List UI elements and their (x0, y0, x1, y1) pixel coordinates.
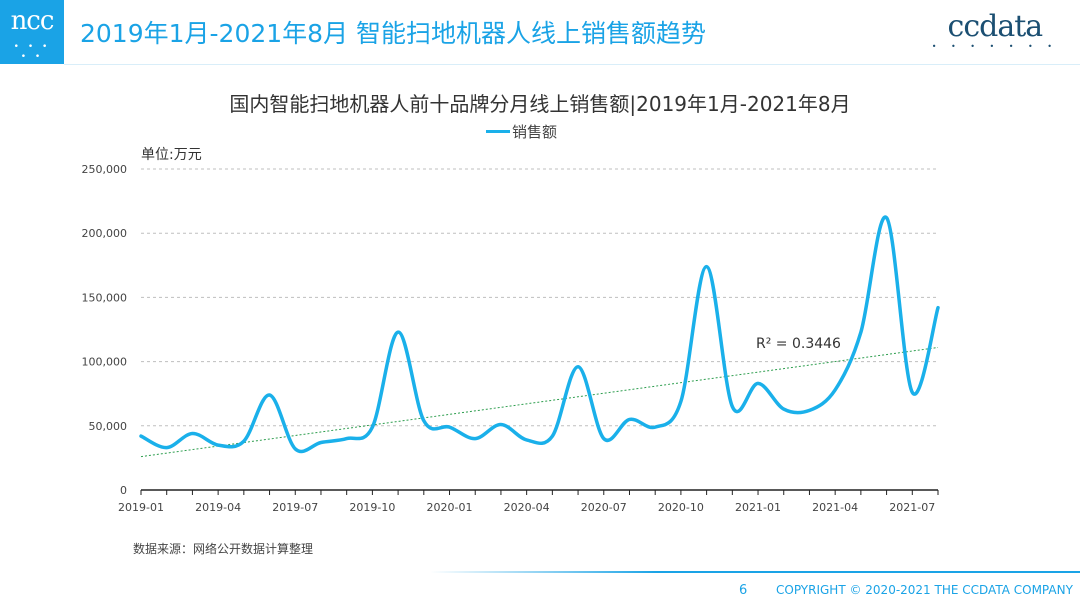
x-tick-label: 2019-07 (272, 501, 318, 514)
x-tick-label: 2019-01 (118, 501, 164, 514)
copyright-text: COPYRIGHT © 2020-2021 THE CCDATA COMPANY (776, 583, 1073, 597)
x-tick-label: 2020-01 (427, 501, 473, 514)
series-layer (139, 215, 940, 454)
y-tick-label: 200,000 (82, 227, 128, 240)
page-number: 6 (739, 583, 748, 598)
x-tick-label: 2020-10 (658, 501, 704, 514)
y-axis-unit-label: 单位:万元 (141, 147, 202, 163)
x-tick-label: 2019-10 (349, 501, 395, 514)
x-tick-label: 2020-07 (581, 501, 627, 514)
ccdata-logo-text: ccdata (947, 9, 1044, 44)
y-tick-label: 50,000 (89, 420, 128, 433)
x-tick-label: 2019-04 (195, 501, 241, 514)
legend-swatch (486, 130, 510, 133)
chart-title: 国内智能扫地机器人前十品牌分月线上销售额|2019年1月-2021年8月 (229, 92, 851, 116)
y-tick-label: 250,000 (82, 163, 128, 176)
y-tick-label: 100,000 (82, 356, 128, 369)
footer-divider (430, 571, 1080, 573)
ccdata-logo: ccdata • • • • • • • (931, 9, 1058, 52)
series-line-sales (139, 215, 940, 454)
x-tick-label: 2021-01 (735, 501, 781, 514)
y-tick-label: 150,000 (82, 291, 128, 304)
r-squared-label: R² = 0.3446 (756, 336, 841, 352)
x-tick-label: 2021-07 (889, 501, 935, 514)
y-tick-label: 0 (120, 484, 127, 497)
page-title: 2019年1月-2021年8月 智能扫地机器人线上销售额趋势 (80, 19, 707, 48)
chart-legend: 销售额 (486, 121, 557, 142)
ccdata-logo-dots: • • • • • • • (931, 42, 1058, 51)
x-tick-label: 2021-04 (812, 501, 858, 514)
ncc-logo-dots: • • • • • (13, 42, 51, 62)
ncc-logo-text: ncc (10, 6, 55, 36)
axes: 0 50,000 100,000 150,000 200,000 250,000 2019-… (82, 163, 939, 514)
grid-lines (141, 168, 938, 427)
data-source-note: 数据来源：网络公开数据计算整理 (133, 542, 314, 556)
x-tick-label: 2020-04 (504, 501, 550, 514)
ncc-logo: ncc • • • • • (0, 0, 64, 64)
legend-label: 销售额 (512, 123, 558, 141)
header-divider (64, 64, 1080, 65)
